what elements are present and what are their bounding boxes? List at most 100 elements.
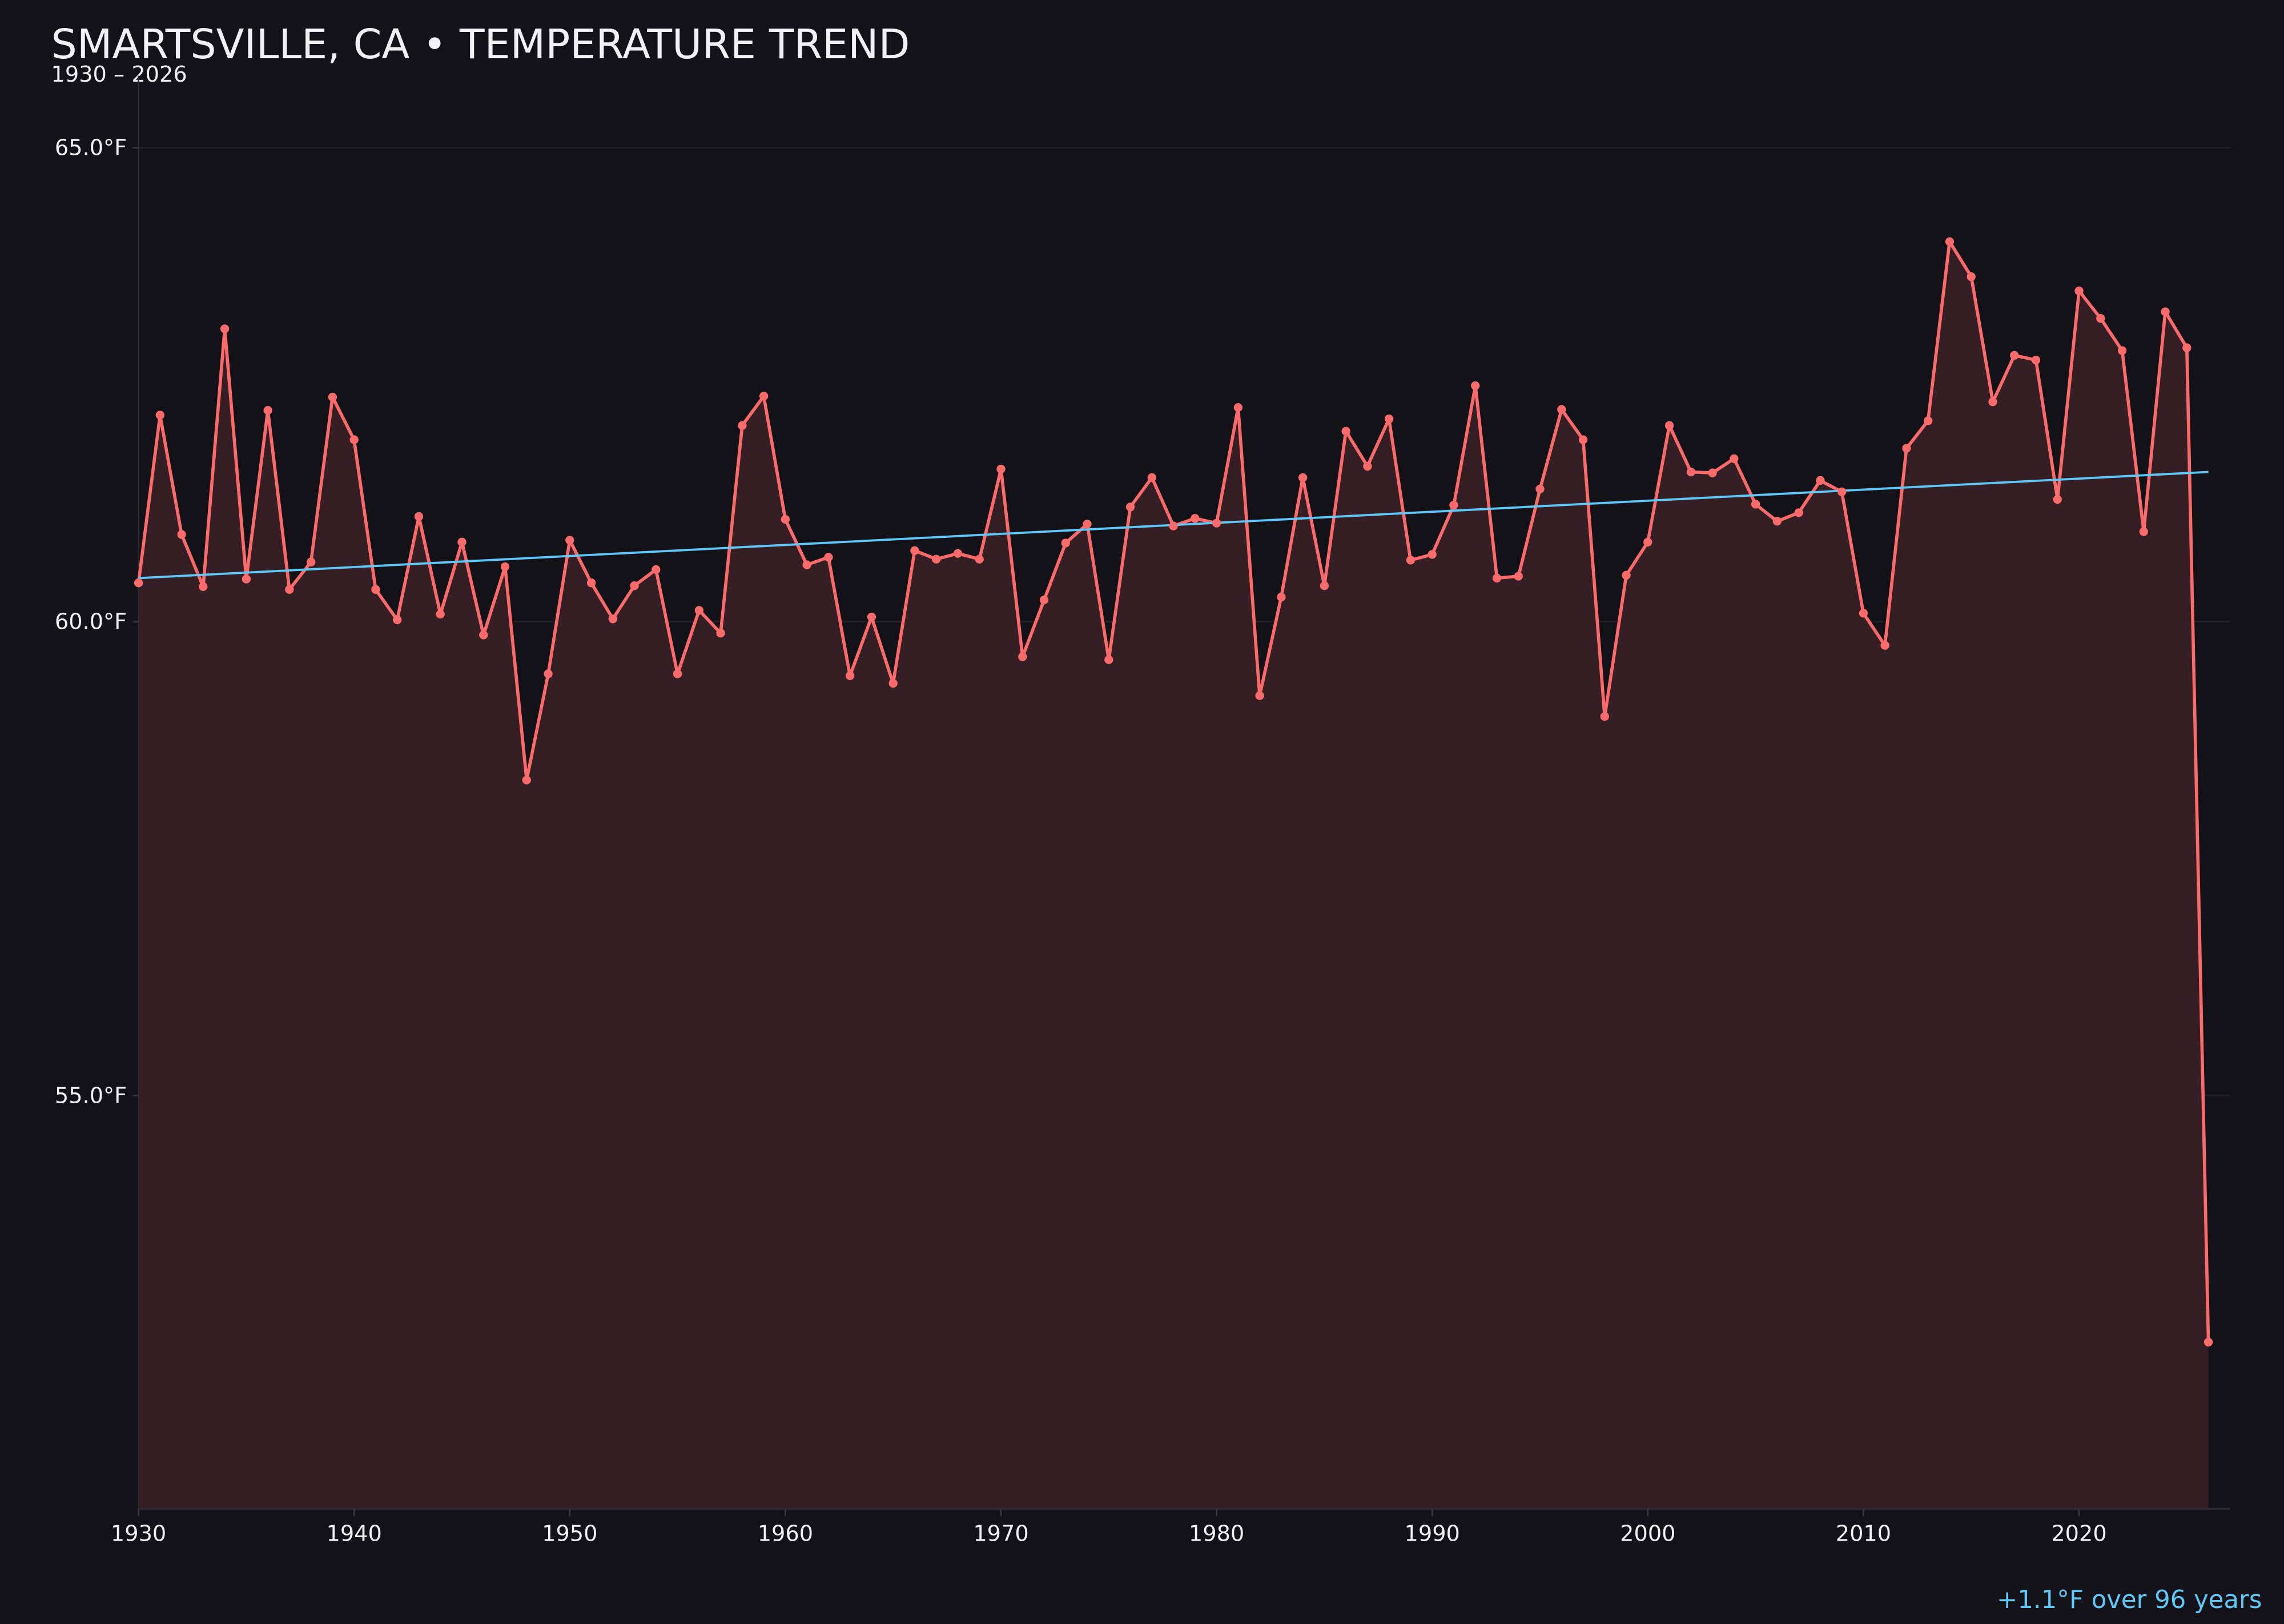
data-point — [1277, 592, 1286, 602]
data-point — [1083, 520, 1092, 529]
data-point — [500, 562, 510, 572]
data-point — [1406, 556, 1416, 565]
data-point — [199, 582, 208, 592]
data-point — [1837, 487, 1847, 497]
data-points — [134, 237, 2213, 1346]
chart-title: SMARTSVILLE, CA • TEMPERATURE TREND — [51, 21, 910, 68]
data-point — [2031, 355, 2041, 365]
data-point — [307, 557, 316, 566]
data-point — [1880, 641, 1889, 650]
data-point — [1427, 550, 1437, 559]
data-point — [1018, 652, 1027, 661]
data-point — [457, 537, 467, 546]
data-point — [630, 581, 639, 590]
data-point — [738, 421, 747, 430]
data-point — [2139, 527, 2148, 536]
y-tick-label: 55.0°F — [55, 1083, 127, 1109]
area-fill — [138, 242, 2209, 1509]
data-point — [694, 606, 704, 615]
x-tick-label: 1960 — [758, 1521, 813, 1547]
data-point — [1298, 473, 1308, 483]
data-point — [975, 554, 984, 564]
data-point — [565, 536, 574, 545]
data-point — [802, 560, 811, 569]
data-point — [1708, 468, 1717, 477]
data-point — [910, 546, 919, 555]
chart-subtitle: 1930 – 2026 — [51, 62, 187, 87]
data-point — [393, 615, 402, 625]
x-tick-label: 2010 — [1836, 1521, 1891, 1547]
data-point — [824, 553, 833, 562]
data-point — [1535, 484, 1545, 494]
data-point — [608, 614, 617, 624]
data-point — [177, 530, 186, 539]
data-point — [1686, 467, 1695, 477]
data-point — [1751, 500, 1760, 509]
data-point — [1385, 414, 1394, 424]
data-point — [2096, 313, 2105, 323]
data-point — [263, 405, 272, 415]
data-point — [1449, 500, 1458, 510]
data-point — [1514, 572, 1523, 581]
data-point — [888, 679, 898, 688]
data-point — [1924, 416, 1933, 425]
data-point — [1104, 655, 1113, 664]
data-point — [1557, 405, 1566, 414]
x-tick-label: 1950 — [542, 1521, 597, 1547]
x-tick-label: 1930 — [111, 1521, 166, 1547]
data-point — [1255, 691, 1264, 700]
x-axis-ticks: 1930 1940 1950 1960 1970 1980 1990 2000 2010 2020 — [111, 1509, 2107, 1547]
data-point — [1471, 381, 1480, 391]
y-tick-label: 65.0°F — [55, 135, 127, 161]
data-point — [1967, 272, 1976, 282]
data-point — [652, 565, 661, 574]
data-point — [1492, 573, 1502, 583]
data-point — [242, 574, 251, 584]
data-point — [2053, 495, 2062, 504]
data-point — [586, 578, 596, 588]
data-point — [1341, 427, 1350, 436]
data-point — [1794, 508, 1803, 517]
data-point — [436, 609, 445, 619]
data-point — [1859, 609, 1868, 618]
data-point — [1600, 712, 1609, 721]
data-point — [1061, 538, 1070, 548]
data-point — [349, 435, 359, 444]
data-point — [1039, 595, 1049, 605]
data-point — [996, 464, 1006, 474]
x-tick-label: 2000 — [1620, 1521, 1675, 1547]
data-point — [1945, 237, 1955, 246]
data-point — [1816, 476, 1825, 485]
data-point — [414, 512, 424, 521]
x-tick-label: 1970 — [973, 1521, 1028, 1547]
data-point — [953, 549, 963, 558]
data-point — [479, 630, 488, 640]
data-point — [2074, 286, 2084, 296]
data-point — [1320, 581, 1329, 590]
data-point — [1730, 454, 1739, 463]
data-point — [781, 514, 790, 524]
data-point — [2161, 307, 2170, 316]
data-point — [2203, 1337, 2213, 1346]
data-point — [1212, 518, 1221, 528]
trend-annotation: +1.1°F over 96 years — [1997, 1586, 2262, 1614]
data-point — [522, 775, 531, 785]
data-point — [2010, 351, 2019, 360]
data-point — [1191, 514, 1200, 523]
data-point — [716, 629, 725, 638]
x-tick-label: 1990 — [1405, 1521, 1460, 1547]
data-point — [155, 411, 164, 420]
data-point — [759, 392, 769, 401]
data-point — [1902, 444, 1911, 453]
data-point — [867, 612, 876, 622]
data-point — [2182, 343, 2191, 352]
y-axis-ticks: 55.0°F 60.0°F 65.0°F — [55, 135, 139, 1109]
data-point — [328, 392, 337, 402]
x-tick-label: 1940 — [327, 1521, 382, 1547]
x-tick-label: 1980 — [1189, 1521, 1244, 1547]
data-point — [1147, 473, 1156, 483]
data-point — [1622, 570, 1631, 580]
data-point — [544, 669, 553, 678]
data-point — [1578, 435, 1588, 444]
